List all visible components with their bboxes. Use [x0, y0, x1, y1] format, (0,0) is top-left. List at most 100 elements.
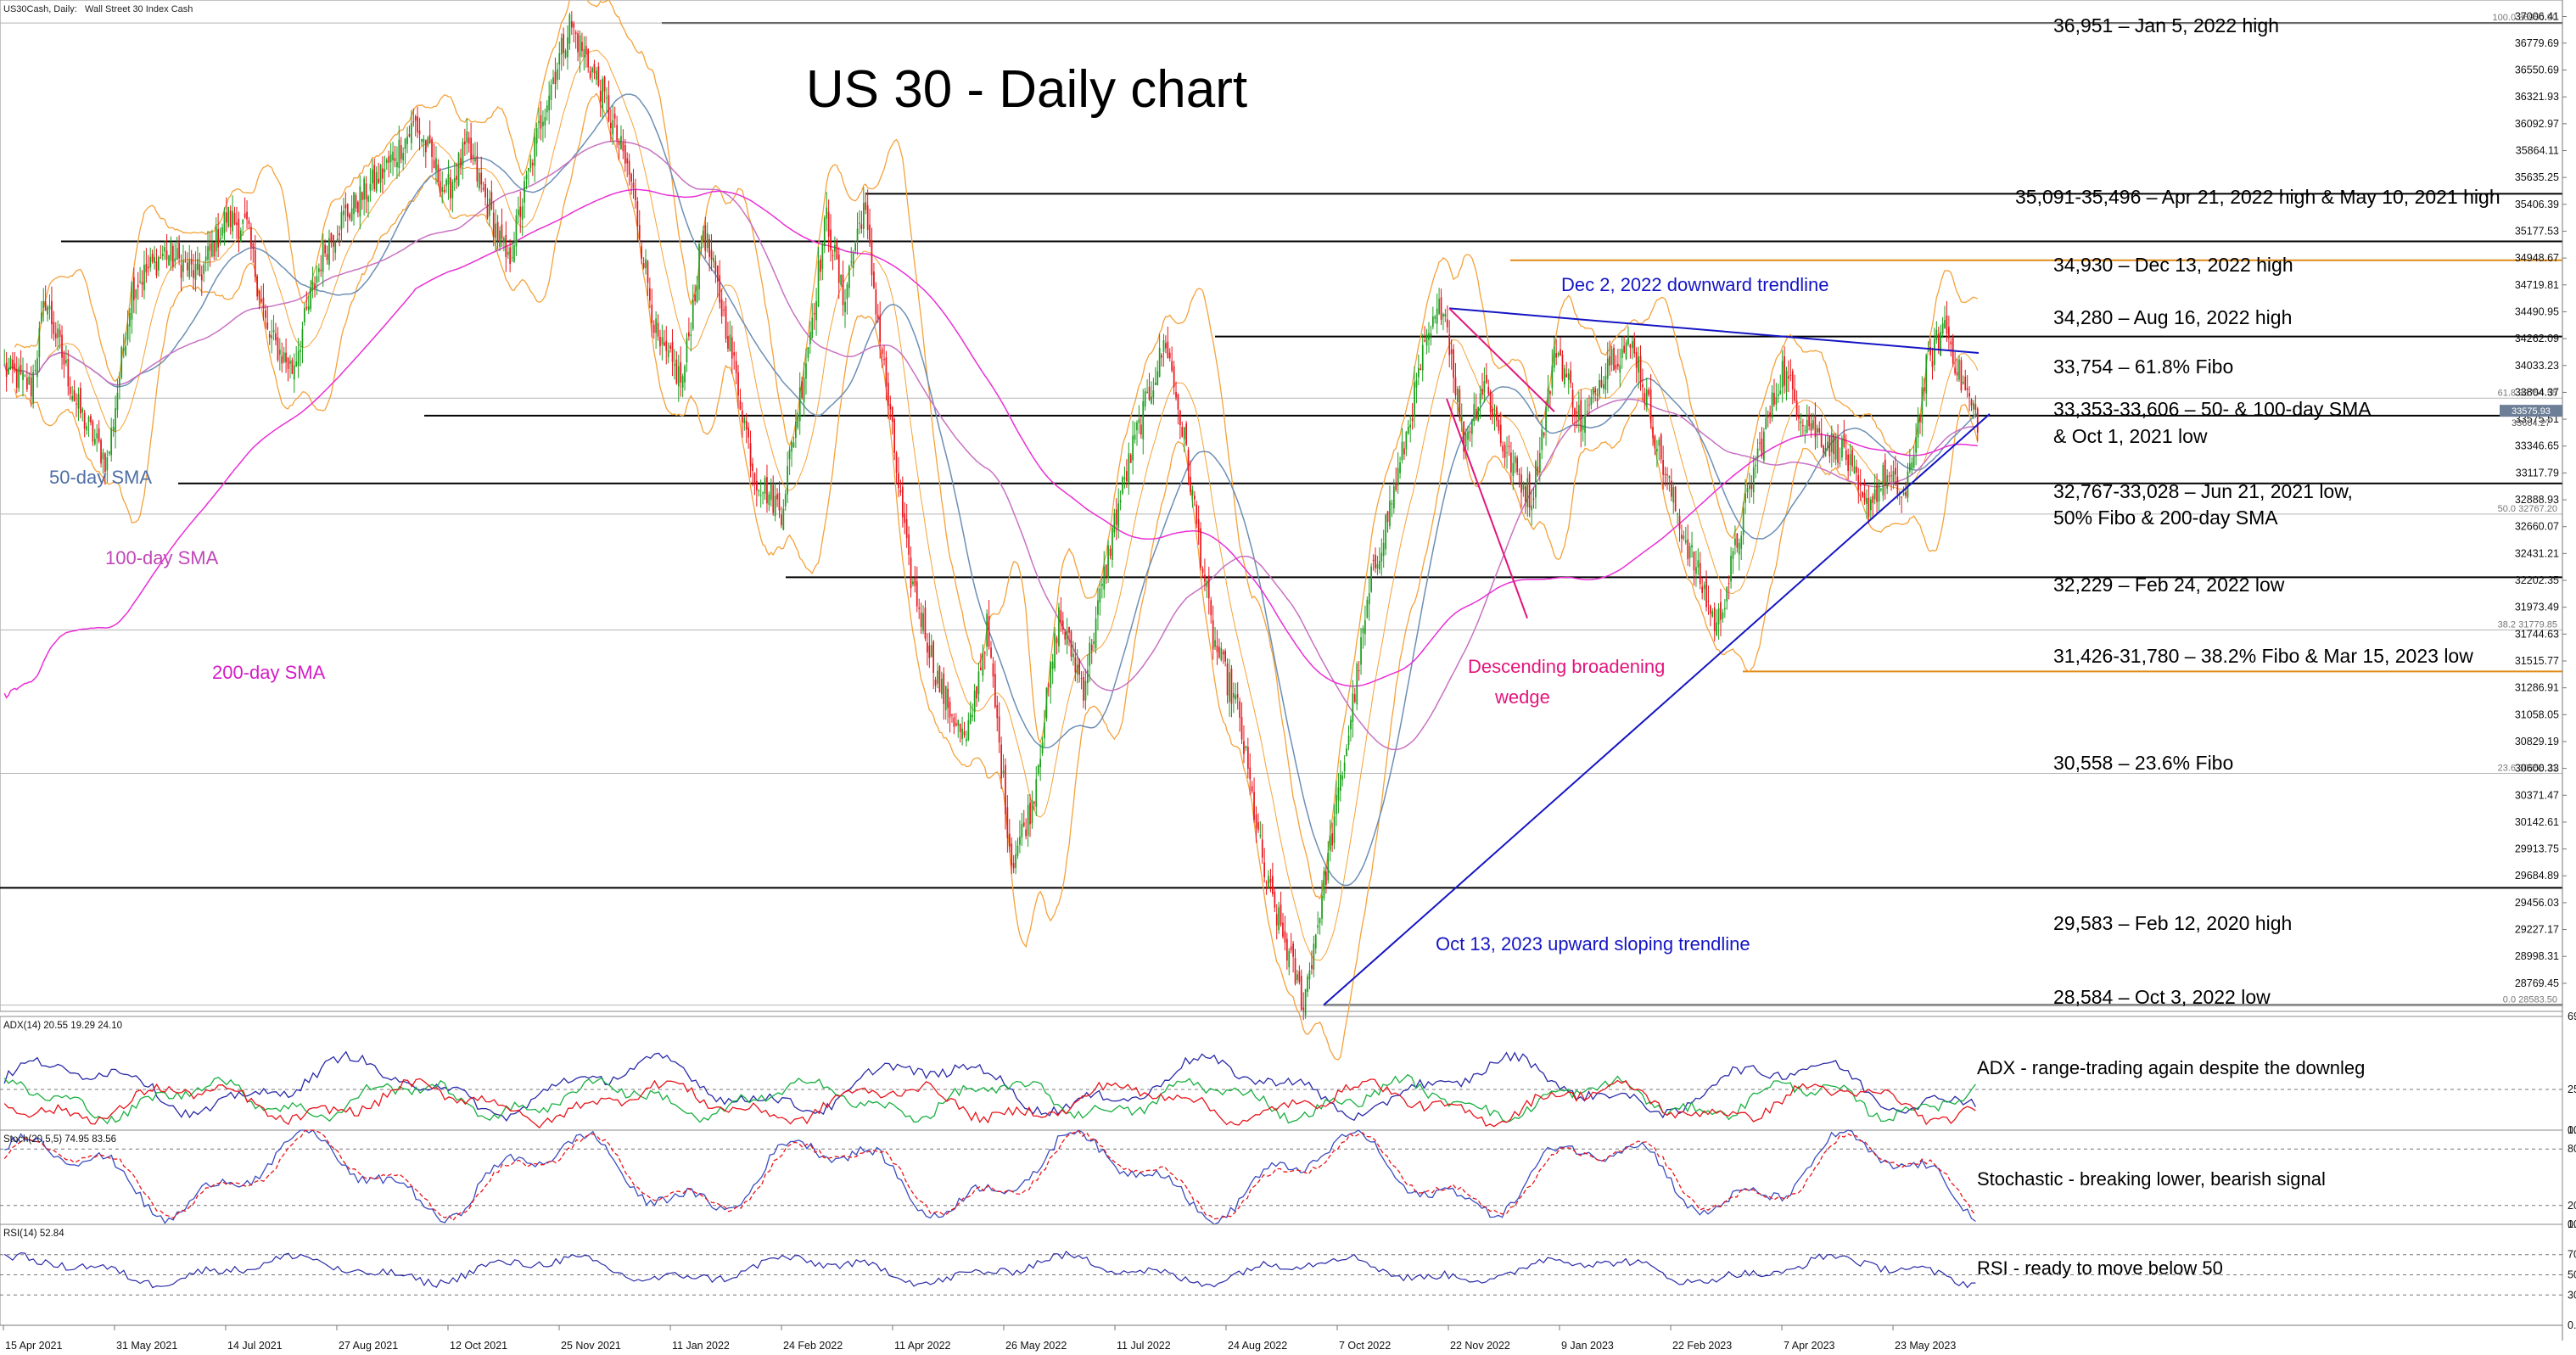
candle-body [982, 652, 984, 676]
candle-body [1321, 895, 1323, 919]
candle-body [1688, 546, 1691, 558]
candle-body [805, 363, 807, 379]
candle-body [1140, 424, 1142, 435]
candle-body [1420, 368, 1422, 371]
price-tick-label: 31515.77 [2515, 655, 2559, 667]
candle-body [703, 230, 704, 241]
candle-body [232, 210, 233, 232]
candle-body [1603, 384, 1604, 389]
candle-body [385, 160, 388, 163]
candle-body [1415, 380, 1418, 388]
candle-body [1627, 338, 1629, 344]
candle-body [914, 578, 916, 586]
candle-body [71, 395, 73, 400]
candle-body [339, 233, 340, 236]
candle-body [1168, 352, 1171, 359]
candle-body [1724, 608, 1726, 610]
candle-body [104, 453, 106, 473]
candle-body [1948, 327, 1950, 339]
candle-body [200, 274, 203, 281]
candle-body [1229, 672, 1230, 702]
candle-body [1457, 388, 1459, 403]
candle-body [803, 377, 805, 403]
candle-body [1738, 542, 1740, 555]
candle-body [748, 427, 749, 438]
candle-body [1304, 988, 1307, 1016]
candle-body [681, 376, 684, 388]
candle-body [1044, 722, 1045, 739]
candle-body [781, 514, 782, 525]
adx-panel-note: ADX - range-trading again despite the do… [1977, 1057, 2365, 1078]
candle-body [1162, 340, 1165, 352]
price-tick-label: 31286.91 [2515, 682, 2559, 694]
candle-body [1868, 497, 1870, 518]
candle-body [1368, 593, 1370, 605]
candle-body [1970, 400, 1973, 406]
candle-body [1749, 484, 1750, 489]
candle-body [1380, 552, 1383, 562]
candle-body [756, 480, 758, 490]
candle-body [316, 276, 318, 283]
candle-body [1340, 774, 1341, 791]
candle-body [1557, 353, 1560, 356]
candle-body [659, 337, 661, 346]
candle-body [1795, 400, 1798, 417]
candle-body [1218, 647, 1220, 658]
candle-body [421, 138, 423, 142]
candle-body [1109, 548, 1112, 557]
candle-body [229, 210, 232, 227]
candle-body [495, 223, 496, 238]
candle-body [1806, 420, 1808, 434]
candle-body [155, 261, 158, 276]
candle-body [1606, 358, 1609, 379]
candle-body [1615, 364, 1617, 369]
candle-body [1590, 397, 1593, 406]
candle-body [1812, 420, 1814, 429]
candle-body [992, 664, 994, 677]
candle-body [1531, 505, 1532, 511]
candle-body [1890, 475, 1892, 477]
candle-body [1522, 483, 1525, 490]
candle-body [63, 354, 65, 365]
candle-body [1656, 449, 1658, 452]
up-trendline [1323, 413, 1991, 1006]
candle-body [418, 130, 421, 135]
candle-body [151, 254, 154, 262]
candle-body [326, 254, 328, 260]
candle-body [649, 288, 651, 301]
candle-body [813, 313, 815, 315]
candle-body [1025, 829, 1027, 837]
candle-body [291, 360, 294, 374]
candle-body [856, 228, 859, 242]
candle-body [1658, 440, 1660, 446]
candle-body [1958, 359, 1960, 380]
candle-body [827, 211, 830, 237]
time-tick-label: 27 Aug 2021 [339, 1340, 398, 1352]
candle-body [139, 281, 141, 283]
candle-body [1976, 408, 1979, 433]
candle-body [238, 218, 240, 239]
candle-body [1584, 415, 1586, 434]
candle-body [1528, 473, 1531, 508]
candle-body [1454, 377, 1457, 395]
candle-body [988, 616, 990, 647]
candle-body [1512, 462, 1515, 477]
candle-body [1142, 400, 1145, 440]
candle-body [1101, 583, 1103, 586]
candle-body [801, 381, 803, 398]
candle-body [1372, 559, 1375, 561]
candle-body [1224, 651, 1226, 662]
candle-body [441, 187, 444, 193]
candle-body [36, 358, 38, 378]
price-tick-label: 33117.79 [2516, 467, 2559, 479]
candle-body [865, 202, 867, 210]
candle-body [1732, 551, 1734, 559]
candle-body [1275, 914, 1278, 926]
candle-body [1551, 365, 1554, 389]
candle-body [1481, 389, 1483, 395]
candle-body [521, 206, 524, 220]
adx-panel-scale-label: 0.00 [2568, 1124, 2576, 1136]
candle-body [479, 172, 480, 189]
candle-body [647, 261, 649, 283]
candle-body [1469, 431, 1471, 433]
